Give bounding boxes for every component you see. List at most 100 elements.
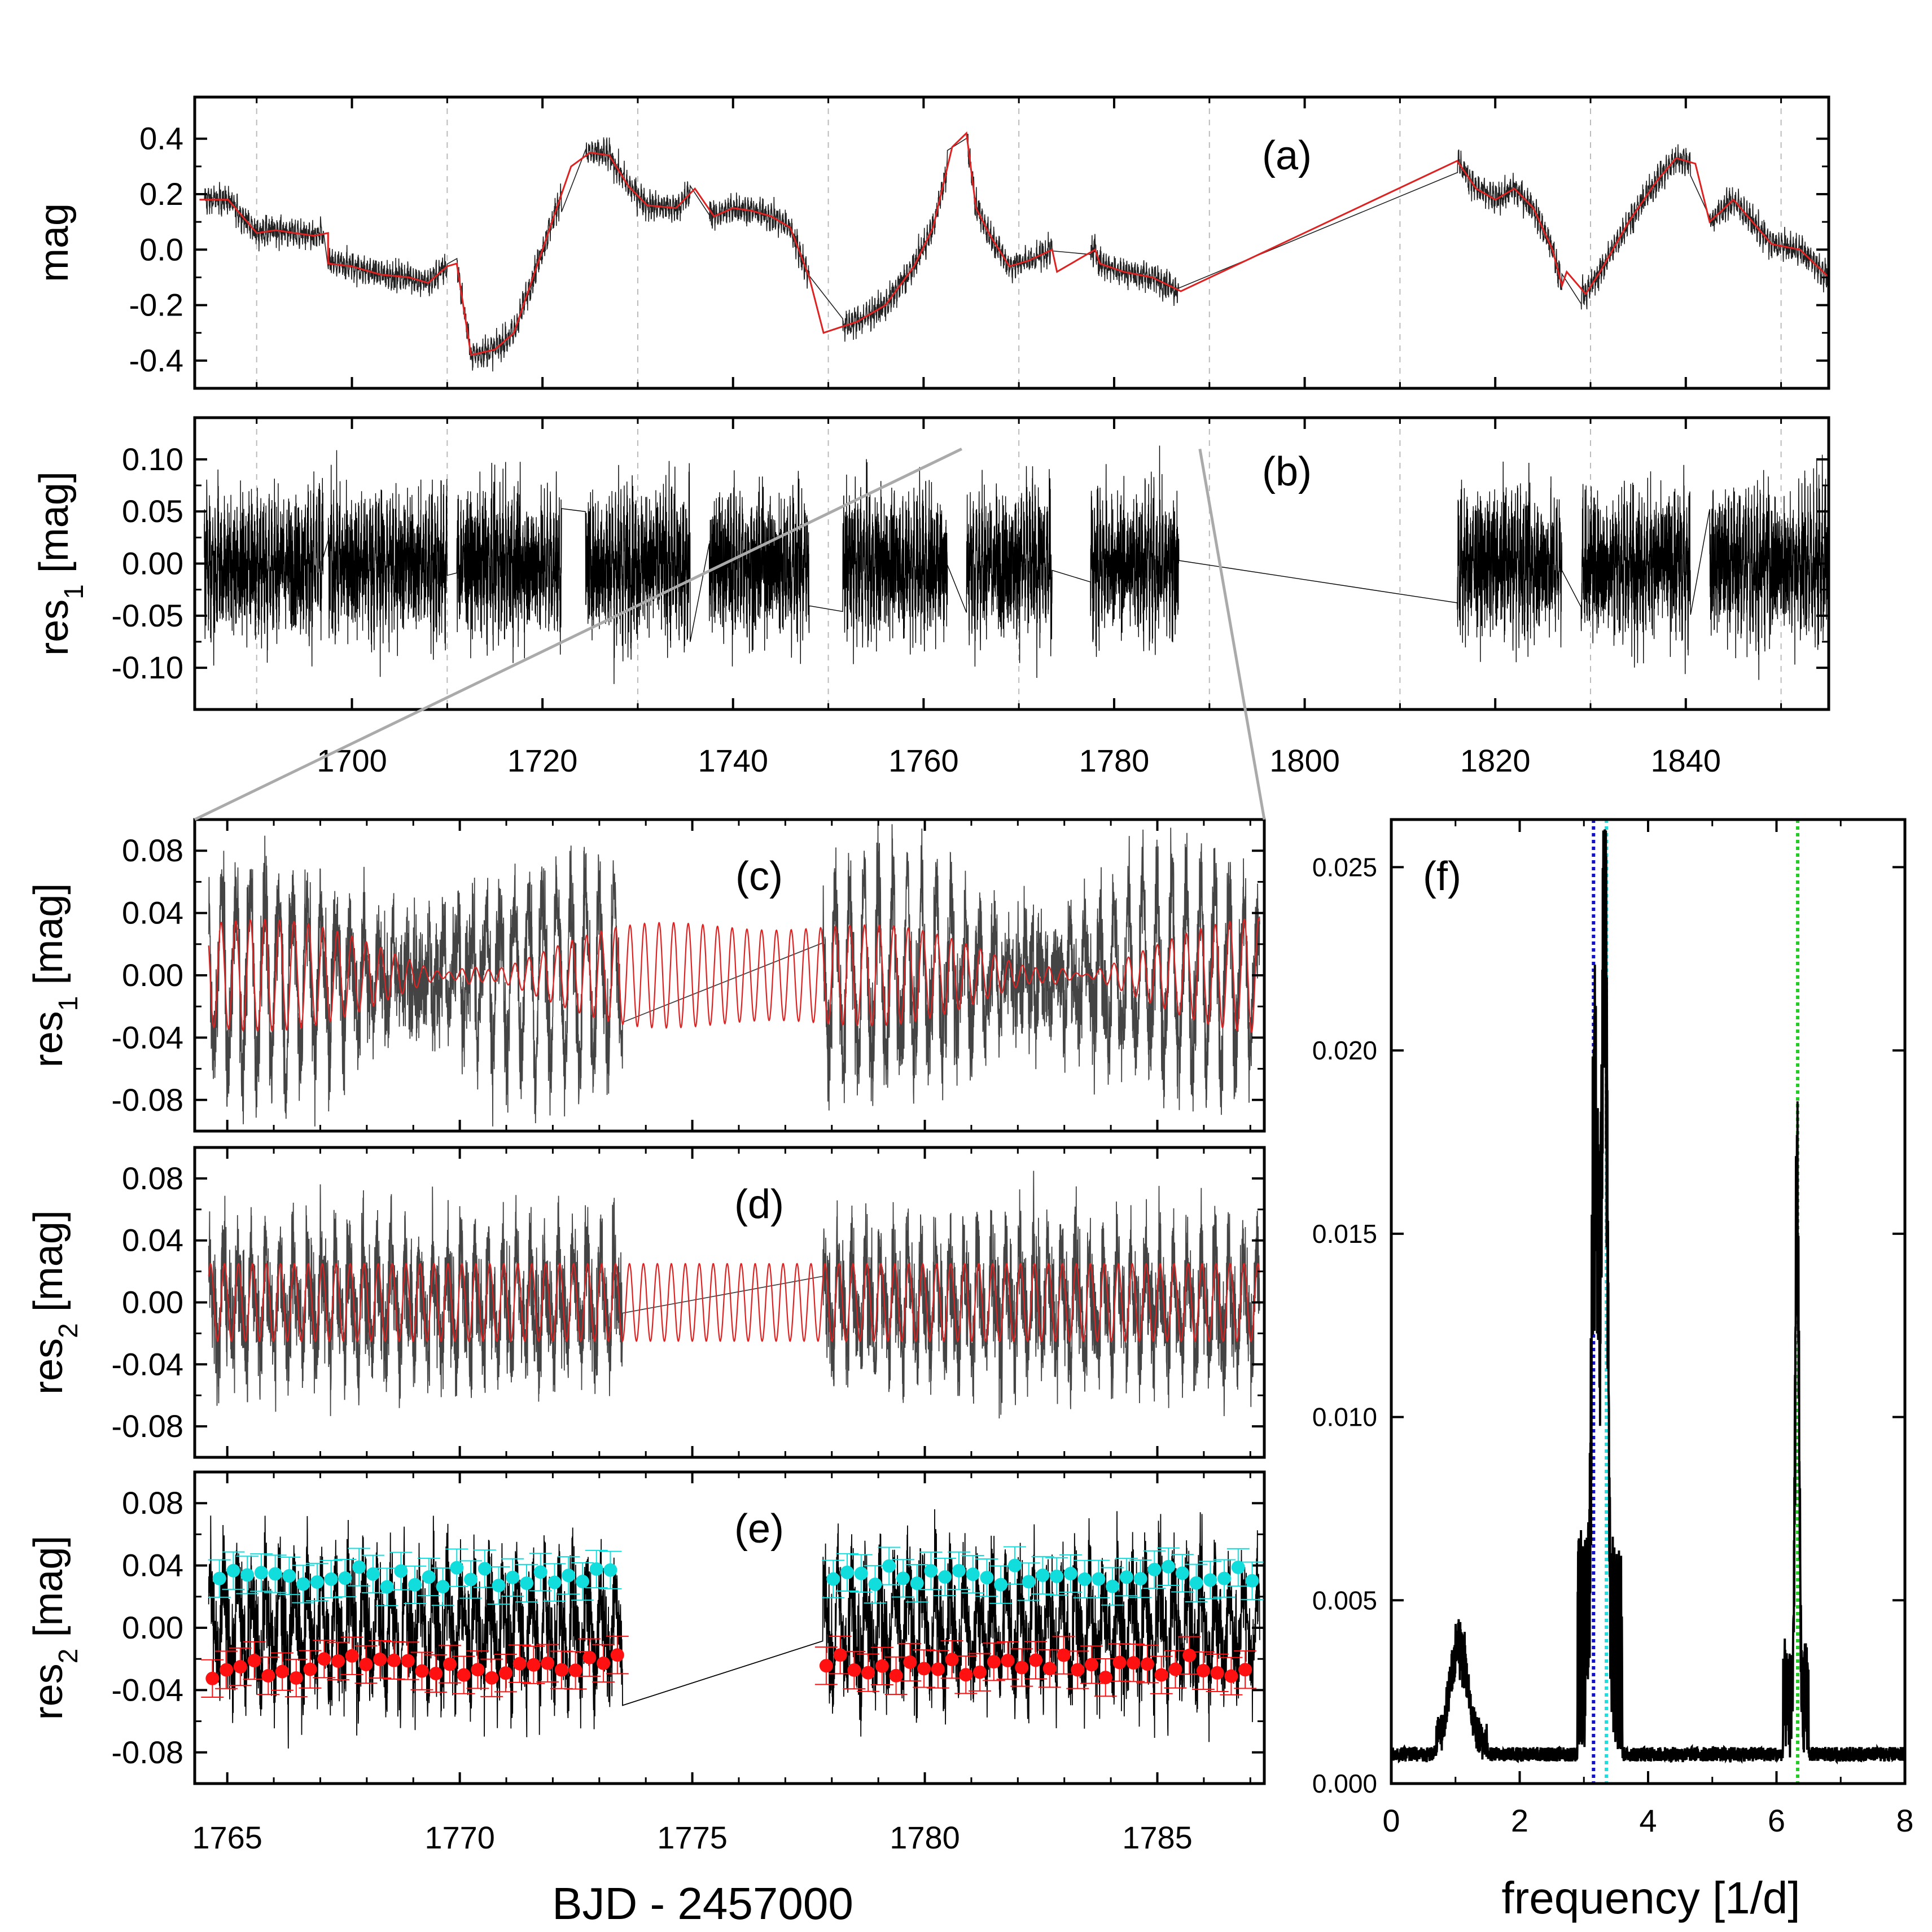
maximum-point: [359, 1657, 373, 1671]
x-tick-label-f: 0: [1382, 1803, 1400, 1838]
minimum-point: [938, 1570, 952, 1584]
residuals-c: [208, 824, 1260, 1127]
panel-label-a: (a): [1262, 133, 1312, 178]
maximum-point: [1182, 1648, 1197, 1662]
x-tick-label-e: 1780: [890, 1820, 960, 1855]
x-tick-label-b: 1700: [317, 743, 387, 778]
maximum-point: [1001, 1654, 1015, 1668]
maximum-point: [945, 1653, 959, 1667]
y-tick-label-f: 0.015: [1312, 1219, 1377, 1248]
y-tick-label-a: 0.0: [139, 231, 183, 267]
minimum-point: [1007, 1558, 1022, 1572]
y-tick-label-f: 0.025: [1312, 852, 1377, 882]
y-tick-label-a: 0.4: [139, 121, 183, 156]
x-tick-label-b: 1740: [698, 743, 768, 778]
minimum-point: [380, 1580, 394, 1594]
x-axis-title-bjd: BJD - 2457000: [552, 1878, 853, 1929]
panel-frame-f: [1390, 818, 1907, 1785]
maximum-point: [1029, 1653, 1043, 1667]
maximum-point: [1154, 1668, 1168, 1682]
minimum-point: [1189, 1576, 1203, 1590]
maximum-point: [317, 1652, 331, 1666]
maximum-point: [233, 1660, 247, 1674]
minimum-point: [436, 1580, 450, 1594]
x-tick-label-f: 4: [1639, 1803, 1657, 1838]
zoom-connector-left: [194, 448, 962, 821]
y-tick-label-c: 0.04: [122, 895, 183, 931]
panel-label-d: (d): [734, 1182, 784, 1227]
minimum-point: [1050, 1569, 1064, 1583]
maximum-point: [875, 1659, 889, 1673]
y-tick-label-e: 0.08: [122, 1485, 183, 1521]
minimum-point: [1077, 1572, 1092, 1586]
minimum-point: [366, 1567, 380, 1581]
y-tick-label-f: 0.010: [1312, 1403, 1377, 1432]
y-tick-label-c: -0.04: [111, 1019, 183, 1055]
panel-c: -0.08 -0.04 0.00 0.04 0.08 res1 [mag] (c): [26, 818, 1266, 1133]
maximum-point: [1127, 1656, 1141, 1670]
maximum-point: [220, 1663, 234, 1677]
panel-label-f: (f): [1423, 854, 1461, 899]
y-tick-label-d: -0.04: [111, 1346, 183, 1382]
maximum-point: [987, 1655, 1001, 1669]
panel-e: -0.08 -0.04 0.00 0.04 0.08 res2 [mag] (e) 1765 1…: [26, 1470, 1266, 1855]
maximum-point: [861, 1666, 875, 1680]
maximum-point: [415, 1664, 429, 1678]
minimum-point: [966, 1567, 980, 1581]
x-tick-label-b: 1840: [1651, 743, 1721, 778]
minimum-point: [282, 1569, 296, 1583]
x-axis-title-frequency: frequency [1/d]: [1501, 1873, 1800, 1923]
minimum-point: [422, 1570, 436, 1584]
maximum-point: [1238, 1663, 1252, 1677]
minimum-point: [324, 1572, 338, 1586]
y-axis-title-a: mag: [32, 203, 77, 282]
y-tick-label-f: 0.020: [1312, 1036, 1377, 1065]
maximum-point: [205, 1671, 220, 1685]
y-tick-label-a: 0.2: [139, 176, 183, 212]
y-tick-label-d: -0.08: [111, 1408, 183, 1444]
minimum-point: [492, 1579, 506, 1593]
maximum-point: [1140, 1657, 1154, 1671]
maximum-point: [1098, 1671, 1112, 1685]
minimum-point: [477, 1562, 492, 1576]
minimum-point: [1203, 1573, 1217, 1587]
maximum-point: [582, 1650, 597, 1664]
minimum-point: [980, 1571, 994, 1585]
x-tick-label-b: 1720: [507, 743, 578, 778]
zoom-connector-right: [1198, 448, 1266, 820]
maximum-point: [512, 1657, 527, 1671]
minimum-point: [840, 1565, 854, 1579]
minimum-point: [296, 1577, 310, 1591]
panel-frame-a: [193, 95, 1830, 390]
maximum-point: [903, 1655, 917, 1670]
model-c: [208, 917, 1260, 1033]
maximum-point: [973, 1665, 987, 1679]
maximum-point: [541, 1656, 555, 1670]
minimum-point: [868, 1578, 882, 1592]
maximum-point: [1057, 1648, 1071, 1662]
maximum-point: [931, 1662, 945, 1676]
panel-b: -0.10 -0.05 0.00 0.05 0.10 1700 1720 1740 1760 17…: [32, 416, 1830, 778]
y-tick-label-b: 0.00: [122, 546, 183, 581]
maximum-point: [847, 1663, 861, 1677]
minimum-point: [589, 1562, 603, 1576]
maximum-point: [610, 1648, 624, 1662]
y-tick-label-c: 0.08: [122, 833, 183, 868]
minimum-point: [1175, 1566, 1189, 1580]
maximum-point: [1042, 1662, 1057, 1676]
maximum-point: [1210, 1666, 1224, 1680]
maximum-point: [485, 1671, 499, 1685]
y-tick-label-c: 0.00: [122, 957, 183, 993]
minimum-point: [408, 1578, 422, 1592]
minimum-point: [952, 1563, 966, 1578]
minimum-point: [1217, 1571, 1232, 1585]
x-tick-label-f: 2: [1511, 1803, 1528, 1838]
maximum-point: [959, 1668, 973, 1682]
zoom-connectors: [194, 448, 1266, 821]
maximum-point: [345, 1649, 359, 1663]
minimum-point: [924, 1564, 938, 1578]
maximum-point: [597, 1656, 611, 1670]
minimum-point: [854, 1566, 868, 1580]
maximum-point: [1084, 1658, 1098, 1672]
maximum-point: [1071, 1663, 1085, 1677]
